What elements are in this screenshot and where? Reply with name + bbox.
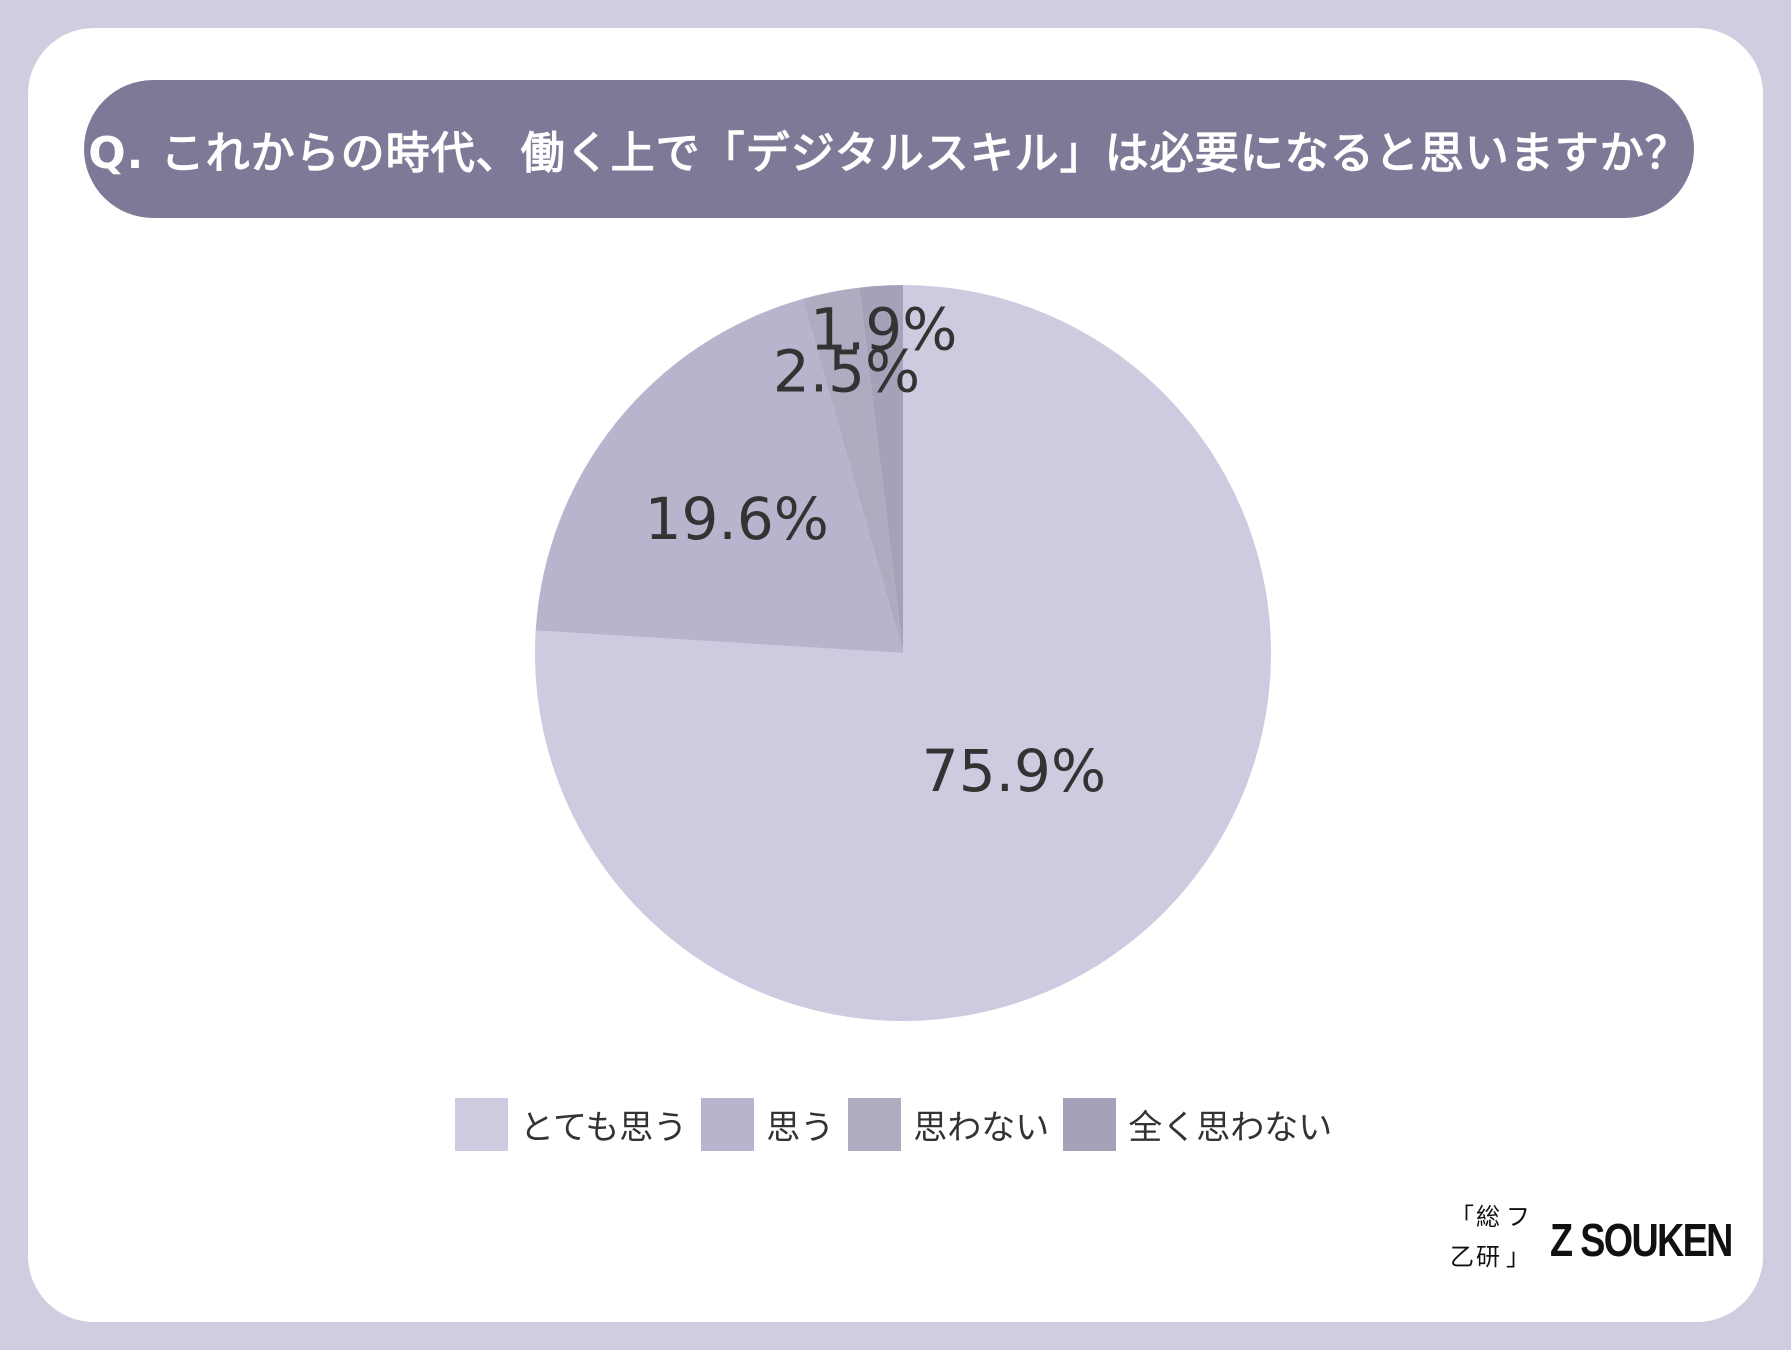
logo-text: Z SOUKEN	[1550, 1214, 1733, 1266]
slice-value-label: 19.6%	[645, 485, 829, 553]
question-banner: Q. これからの時代、働く上で「デジタルスキル」は必要になると思いますか？	[84, 80, 1694, 218]
legend-swatch	[455, 1098, 508, 1151]
logo-mark-char: 研	[1476, 1243, 1500, 1271]
logo-mark-char: 「	[1450, 1203, 1474, 1231]
legend-label: 思う	[766, 1108, 835, 1148]
legend-label: 思わない	[913, 1108, 1050, 1148]
legend-label: とても思う	[520, 1108, 688, 1148]
zsouken-logo: 「 総 フ 乙 研 」 Z SOUKEN	[1450, 1205, 1772, 1275]
pie-slice	[535, 299, 903, 653]
legend-swatch	[1063, 1098, 1117, 1151]
legend-swatch	[701, 1098, 755, 1151]
logo-mark-char: フ	[1506, 1203, 1530, 1231]
legend-swatch	[848, 1098, 902, 1151]
slice-value-label: 1.9%	[810, 296, 957, 364]
legend-item: 思う	[701, 1098, 834, 1151]
chart-legend: とても思う 思う 思わない 全く思わない	[455, 1098, 1346, 1151]
legend-item: とても思う	[455, 1098, 687, 1151]
logo-mark-char: 総	[1476, 1203, 1500, 1231]
question-title: Q. これからの時代、働く上で「デジタルスキル」は必要になると思いますか？	[88, 128, 1690, 179]
pie-slice	[859, 285, 903, 653]
slice-value-label: 2.5%	[773, 338, 920, 406]
legend-item: 思わない	[848, 1098, 1049, 1151]
slice-value-label: 75.9%	[922, 737, 1106, 805]
logo-mark-char: 乙	[1450, 1243, 1474, 1271]
pie-slice	[802, 287, 903, 653]
logo-mark: 「 総 フ 乙 研 」	[1450, 1205, 1536, 1275]
legend-label: 全く思わない	[1128, 1108, 1333, 1148]
logo-mark-char: 」	[1506, 1243, 1530, 1271]
legend-item: 全く思わない	[1063, 1098, 1332, 1151]
